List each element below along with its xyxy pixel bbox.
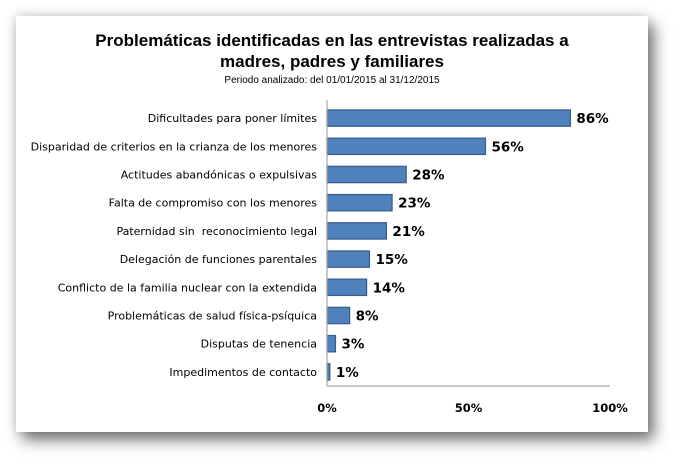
data-label: 86% (576, 111, 609, 127)
category-label: Falta de compromiso con los menores (109, 197, 318, 210)
bar (326, 250, 371, 268)
category-labels: Dificultades para poner límites Disparida… (31, 112, 318, 379)
data-label: 14% (373, 280, 406, 296)
bars-layer (326, 109, 571, 381)
category-label: Impedimentos de contacto (169, 366, 317, 379)
chart-subtitle: Periodo analizado: del 01/01/2015 al 31/… (224, 75, 440, 86)
bar (326, 165, 407, 184)
data-label: 28% (412, 168, 445, 184)
category-label: Problemáticas de salud física-psíquica (108, 310, 317, 323)
x-tick-label: 100% (592, 401, 628, 415)
data-label: 21% (392, 224, 425, 240)
category-label: Delegación de funciones parentales (120, 253, 318, 266)
data-label: 23% (398, 196, 431, 212)
bar (326, 306, 351, 325)
x-tick-labels: 0% 50% 100% (317, 401, 628, 415)
bar (326, 222, 388, 240)
category-label: Paternidad sin reconocimiento legal (116, 225, 317, 238)
bar (326, 137, 487, 156)
chart-title-line-2: madres, padres y familiares (220, 52, 444, 71)
bar (326, 334, 337, 353)
bar (326, 109, 571, 127)
chart-title: Problemáticas identificadas en las entre… (16, 30, 648, 72)
data-label: 56% (491, 139, 524, 155)
data-label: 15% (375, 252, 408, 268)
category-label: Conflicto de la familia nuclear con la e… (58, 281, 317, 294)
bar (326, 278, 368, 297)
category-label: Actitudes abandónicas o expulsivas (121, 169, 318, 182)
x-tick-label: 50% (455, 401, 483, 415)
category-label: Disparidad de criterios en la crianza de… (31, 140, 318, 153)
category-label: Dificultades para poner límites (148, 112, 317, 125)
x-tick-label: 0% (317, 401, 337, 415)
category-label: Disputas de tenencia (201, 338, 317, 351)
data-label: 1% (336, 365, 359, 381)
data-label: 3% (341, 337, 364, 353)
bar (326, 193, 393, 212)
data-label: 8% (356, 309, 379, 325)
value-labels: 86% 56% 28% 23% 21% 15% 14% 8% 3% 1% (336, 111, 609, 381)
chart-title-line-1: Problemáticas identificadas en las entre… (95, 31, 569, 50)
